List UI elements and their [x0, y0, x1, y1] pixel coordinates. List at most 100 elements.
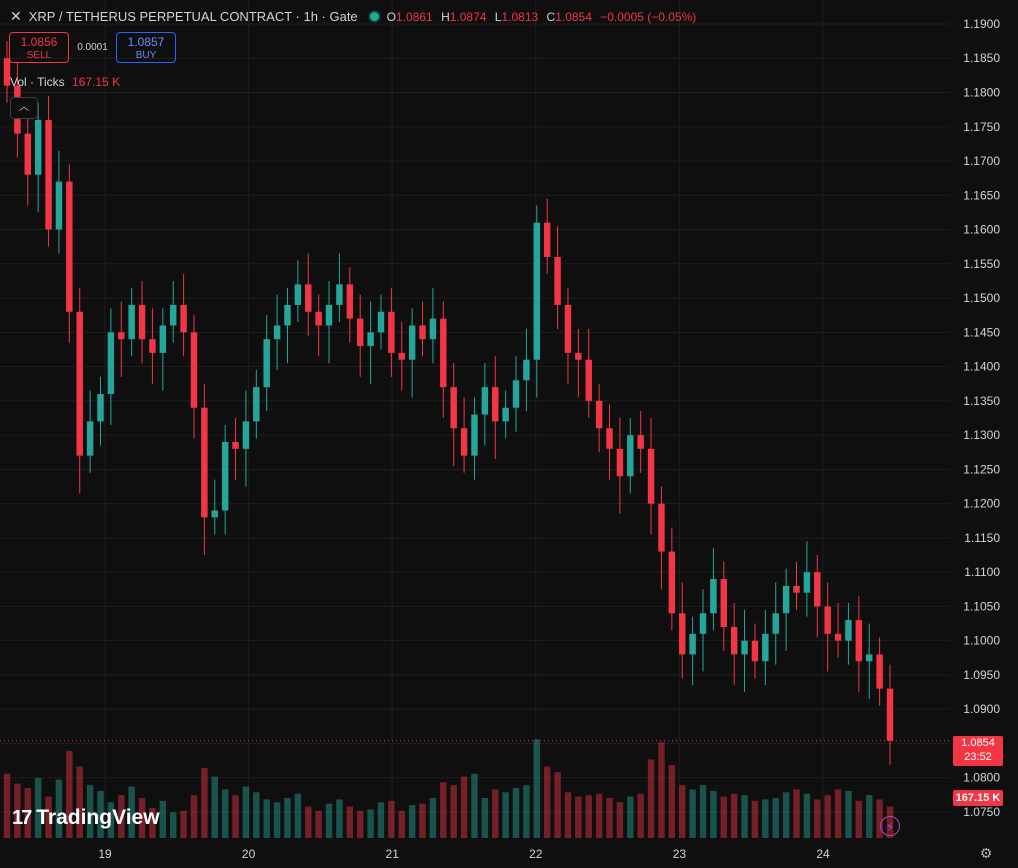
candle-body: [637, 435, 644, 449]
lightning-icon[interactable]: ⚡: [880, 816, 900, 836]
volume-bar: [367, 809, 374, 838]
candle-body: [492, 387, 499, 422]
volume-bar: [169, 812, 177, 838]
candle-body: [346, 284, 354, 319]
volume-legend[interactable]: Vol · Ticks 167.15 K: [10, 75, 120, 89]
candle-body: [679, 613, 686, 655]
price-tick-label: 1.1300: [963, 428, 1000, 442]
volume-tag: 167.15 K: [953, 790, 1003, 806]
candle-body: [585, 359, 592, 401]
price-tick-label: 1.1550: [963, 257, 1000, 271]
candle-body: [647, 448, 655, 504]
chevron-up-icon[interactable]: ︿: [10, 97, 38, 119]
price-tick-label: 1.1050: [963, 599, 1000, 613]
volume-bar: [419, 803, 426, 838]
volume-bar: [159, 800, 167, 838]
candle-body: [741, 640, 748, 655]
tradingview-logo[interactable]: 17 TradingView: [12, 806, 160, 830]
volume-bar: [128, 786, 135, 838]
price-tick-label: 1.1400: [963, 360, 1000, 374]
buy-label: BUY: [135, 50, 157, 61]
candle-body: [886, 688, 894, 741]
volume-bar: [138, 798, 146, 838]
candle-body: [720, 578, 728, 627]
candle-body: [45, 119, 52, 230]
price-tick-label: 1.1450: [963, 325, 1000, 339]
volume-bar: [876, 799, 883, 838]
gear-icon[interactable]: ⚙: [979, 845, 993, 861]
candle-body: [751, 640, 759, 662]
volume-bar: [76, 766, 83, 838]
candle-body: [575, 352, 582, 360]
volume-bar: [554, 772, 561, 838]
candle-body: [3, 58, 11, 86]
volume-bar: [284, 798, 291, 838]
candle-body: [730, 626, 738, 655]
volume-bar: [543, 766, 551, 838]
candle-body: [512, 380, 520, 408]
candle-body: [606, 428, 613, 449]
sell-button[interactable]: 1.0856 SELL: [9, 32, 69, 63]
volume-bar: [253, 792, 260, 838]
price-tick-label: 1.1750: [963, 120, 1000, 134]
symbol-title[interactable]: XRP / TETHERUS PERPETUAL CONTRACT · 1h ·…: [28, 9, 358, 24]
volume-bar: [107, 802, 115, 838]
candle-body: [55, 181, 63, 230]
buy-button[interactable]: 1.0857 BUY: [116, 32, 176, 63]
candle-body: [616, 448, 624, 477]
time-tick-label: 20: [242, 847, 256, 861]
volume-bar: [699, 785, 707, 838]
candle-body: [460, 428, 468, 456]
close-label: C: [546, 9, 556, 24]
candle-body: [419, 325, 426, 340]
volume-bar: [492, 789, 499, 838]
price-tick-label: 1.1350: [963, 394, 1000, 408]
candle-body: [190, 332, 198, 408]
close-icon[interactable]: ✕: [10, 8, 22, 24]
candle-body: [169, 304, 177, 326]
volume-bar: [762, 799, 769, 838]
volume-bar: [14, 783, 21, 838]
candle-body: [429, 318, 437, 340]
price-tick-label: 1.1850: [963, 51, 1000, 65]
volume-bar: [523, 785, 530, 838]
volume-bar: [429, 798, 437, 838]
volume-bar: [866, 795, 873, 838]
volume-bar: [637, 793, 644, 838]
high-label: H: [441, 9, 450, 24]
candle-body: [543, 222, 551, 257]
volume-bar: [398, 810, 405, 838]
volume-bar: [325, 803, 333, 838]
volume-bar: [741, 795, 748, 838]
volume-bar: [679, 785, 686, 838]
buy-price: 1.0857: [127, 35, 165, 49]
volume-bar: [720, 796, 728, 838]
volume-bar: [24, 788, 31, 838]
volume-bar: [803, 793, 811, 838]
candle-body: [128, 304, 135, 340]
tradingview-logo-icon: 17: [12, 806, 32, 829]
candle-body: [34, 119, 42, 175]
candle-body: [824, 606, 831, 634]
volume-bar: [450, 785, 457, 838]
time-tick-label: 24: [816, 847, 830, 861]
volume-bar: [782, 792, 790, 838]
price-tick-label: 1.1100: [964, 565, 1000, 579]
volume-bar: [3, 773, 11, 838]
market-status-icon: [369, 12, 379, 21]
volume-bar: [845, 790, 852, 838]
volume-bar: [356, 810, 364, 838]
volume-bar: [533, 739, 541, 838]
volume-bar: [502, 792, 509, 838]
sell-label: SELL: [26, 50, 52, 61]
price-tick-label: 1.1200: [963, 497, 1000, 511]
candle-body: [325, 304, 333, 326]
volume-bar: [824, 795, 831, 838]
volume-bar: [814, 799, 821, 838]
high-value: 1.0874: [449, 9, 487, 24]
candle-body: [481, 387, 489, 415]
candle-body: [762, 633, 769, 662]
chart-grid: [0, 0, 950, 838]
volume-bar: [377, 802, 385, 838]
